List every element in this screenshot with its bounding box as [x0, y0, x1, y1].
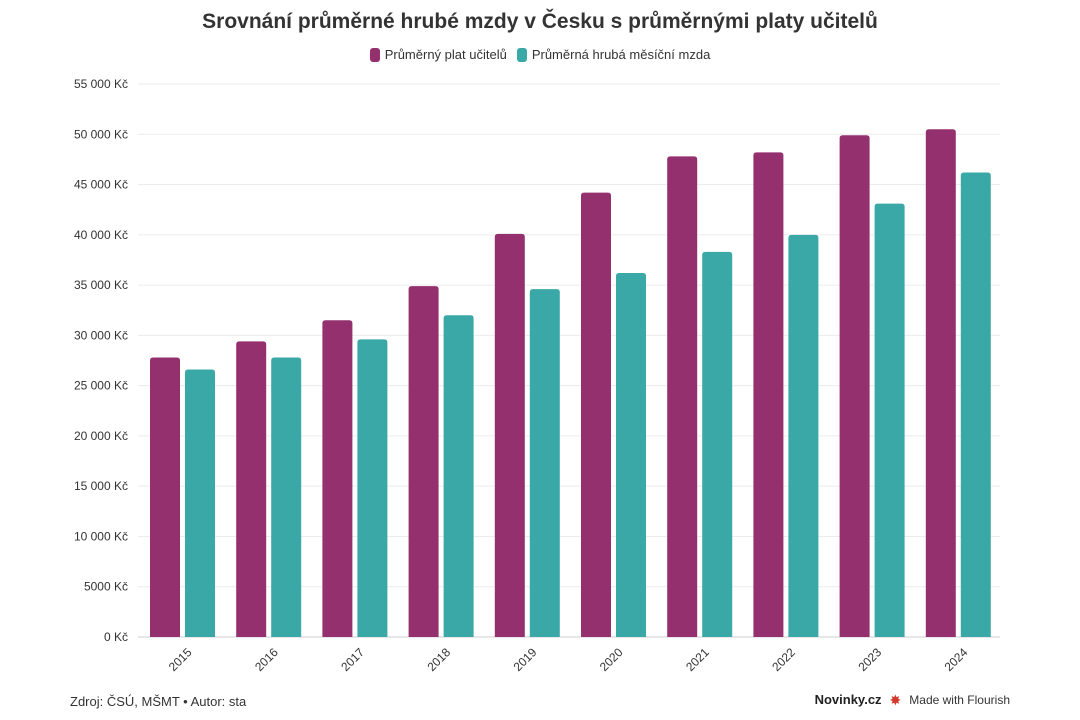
x-tick-label: 2018 — [424, 645, 453, 674]
x-tick-label: 2020 — [597, 645, 626, 674]
bar-teachers[interactable] — [753, 152, 784, 637]
y-tick-label: 0 Kč — [104, 630, 128, 644]
y-tick-label: 10 000 Kč — [74, 529, 128, 543]
x-tick-label: 2015 — [166, 645, 195, 674]
y-tick-label: 50 000 Kč — [74, 127, 128, 141]
y-tick-label: 15 000 Kč — [74, 479, 128, 493]
bar-average-wage[interactable] — [874, 203, 905, 637]
x-tick-label: 2023 — [855, 645, 884, 674]
made-with-flourish[interactable]: Made with Flourish — [909, 692, 1010, 707]
bar-average-wage[interactable] — [702, 251, 733, 638]
x-tick-label: 2022 — [769, 645, 798, 674]
bar-teachers[interactable] — [839, 135, 870, 637]
bar-teachers[interactable] — [494, 233, 525, 637]
bar-teachers[interactable] — [925, 129, 956, 637]
y-tick-label: 55 000 Kč — [74, 77, 128, 91]
legend-item-average-wage[interactable]: Průměrná hrubá měsíční mzda — [516, 47, 711, 62]
bar-teachers[interactable] — [150, 357, 180, 637]
x-tick-label: 2016 — [252, 645, 281, 674]
bar-average-wage[interactable] — [357, 339, 388, 637]
y-tick-label: 40 000 Kč — [74, 228, 128, 242]
bar-average-wage[interactable] — [960, 172, 991, 638]
y-tick-label: 25 000 Kč — [74, 379, 128, 393]
bar-average-wage[interactable] — [788, 234, 819, 637]
bar-average-wage[interactable] — [271, 357, 302, 637]
y-tick-label: 20 000 Kč — [74, 429, 128, 443]
y-tick-label: 35 000 Kč — [74, 278, 128, 292]
bar-teachers[interactable] — [236, 341, 267, 637]
legend-label-teachers: Průměrný plat učitelů — [384, 47, 507, 62]
bar-average-wage[interactable] — [443, 315, 474, 637]
x-tick-label: 2017 — [338, 645, 367, 674]
x-tick-label: 2021 — [683, 645, 712, 674]
x-tick-label: 2024 — [942, 645, 971, 674]
legend-item-teachers[interactable]: Průměrný plat učitelů — [369, 47, 507, 62]
bar-teachers[interactable] — [322, 320, 353, 637]
brand-logo[interactable]: Novinky.cz — [814, 692, 882, 707]
flourish-star-icon: ✸ — [889, 691, 902, 708]
bar-average-wage[interactable] — [185, 369, 215, 637]
bar-average-wage[interactable] — [529, 289, 560, 637]
y-tick-label: 30 000 Kč — [74, 328, 128, 342]
legend-swatch-average-wage — [516, 47, 527, 62]
legend-label-average-wage: Průměrná hrubá měsíční mzda — [531, 47, 711, 62]
chart-title: Srovnání průměrné hrubé mzdy v Česku s p… — [202, 10, 878, 33]
bar-teachers[interactable] — [581, 192, 611, 637]
legend: Průměrný plat učitelů Průměrná hrubá měs… — [0, 47, 1080, 62]
x-tick-label: 2019 — [511, 645, 540, 674]
bar-average-wage[interactable] — [616, 273, 646, 637]
y-tick-label: 45 000 Kč — [74, 178, 128, 192]
source-credit: Zdroj: ČSÚ, MŠMT • Autor: sta — [70, 694, 247, 709]
y-tick-label: 5000 Kč — [84, 580, 128, 594]
footer-branding: Novinky.cz ✸ Made with Flourish — [815, 692, 1010, 707]
bar-teachers[interactable] — [408, 286, 439, 637]
bar-teachers[interactable] — [667, 156, 698, 637]
legend-swatch-teachers — [369, 47, 380, 62]
